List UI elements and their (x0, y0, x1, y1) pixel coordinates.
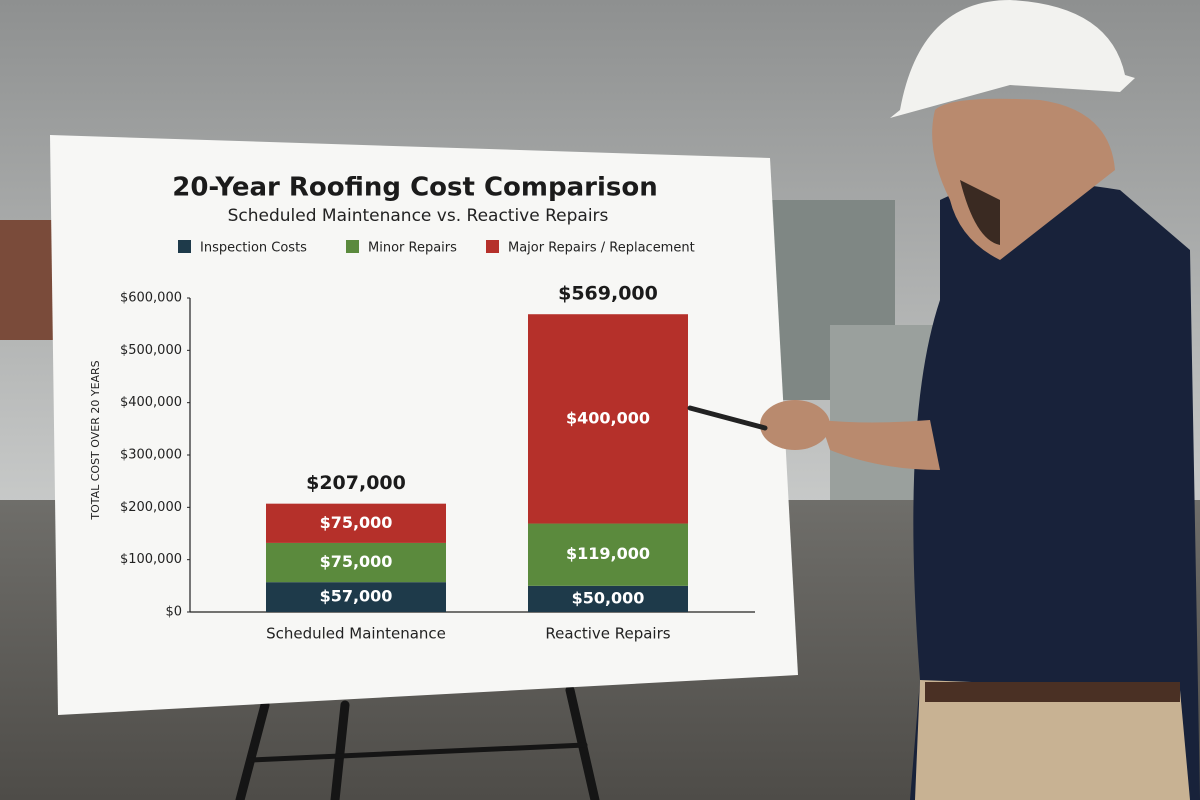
value-label: $50,000 (572, 588, 645, 607)
total-label: $207,000 (306, 472, 406, 494)
bar-segment (266, 503, 446, 543)
hard-hat (890, 0, 1135, 118)
bar-segment (266, 542, 446, 583)
x-tick-label: Reactive Repairs (545, 625, 670, 643)
y-tick-label: $0 (165, 605, 182, 620)
beard (960, 180, 1000, 245)
value-label: $75,000 (320, 552, 393, 571)
value-label: $400,000 (566, 408, 650, 427)
total-label: $569,000 (558, 283, 658, 305)
y-tick-label: $600,000 (120, 291, 182, 306)
arm (820, 420, 940, 470)
y-tick-label: $400,000 (120, 395, 182, 410)
bar-segment (528, 523, 688, 586)
legend-label: Minor Repairs (368, 241, 457, 256)
y-tick-label: $200,000 (120, 500, 182, 515)
legend-swatch (486, 240, 499, 253)
y-tick-label: $500,000 (120, 343, 182, 358)
y-tick-label: $100,000 (120, 552, 182, 567)
chart-title: 20-Year Roofing Cost Comparison (172, 173, 658, 203)
legend-label: Major Repairs / Replacement (508, 241, 695, 256)
pants (915, 680, 1190, 800)
pen (687, 405, 768, 431)
building (0, 220, 55, 340)
bar-segment (528, 585, 688, 612)
y-axis-label: TOTAL COST OVER 20 YEARS (89, 360, 102, 520)
shirt (910, 182, 1200, 800)
value-label: $57,000 (320, 587, 393, 606)
bar-segment (266, 582, 446, 612)
y-tick-label: $300,000 (120, 448, 182, 463)
belt (925, 682, 1180, 702)
x-tick-label: Scheduled Maintenance (266, 625, 446, 643)
chart-subtitle: Scheduled Maintenance vs. Reactive Repai… (228, 206, 609, 226)
hand (760, 400, 830, 450)
easel (235, 685, 600, 800)
chart: 20-Year Roofing Cost Comparison Schedule… (89, 173, 755, 643)
legend-swatch (346, 240, 359, 253)
legend-swatch (178, 240, 191, 253)
value-label: $75,000 (320, 513, 393, 532)
value-label: $119,000 (566, 544, 650, 563)
bar-segment (528, 314, 688, 524)
legend-label: Inspection Costs (200, 241, 307, 256)
worker (687, 0, 1200, 800)
